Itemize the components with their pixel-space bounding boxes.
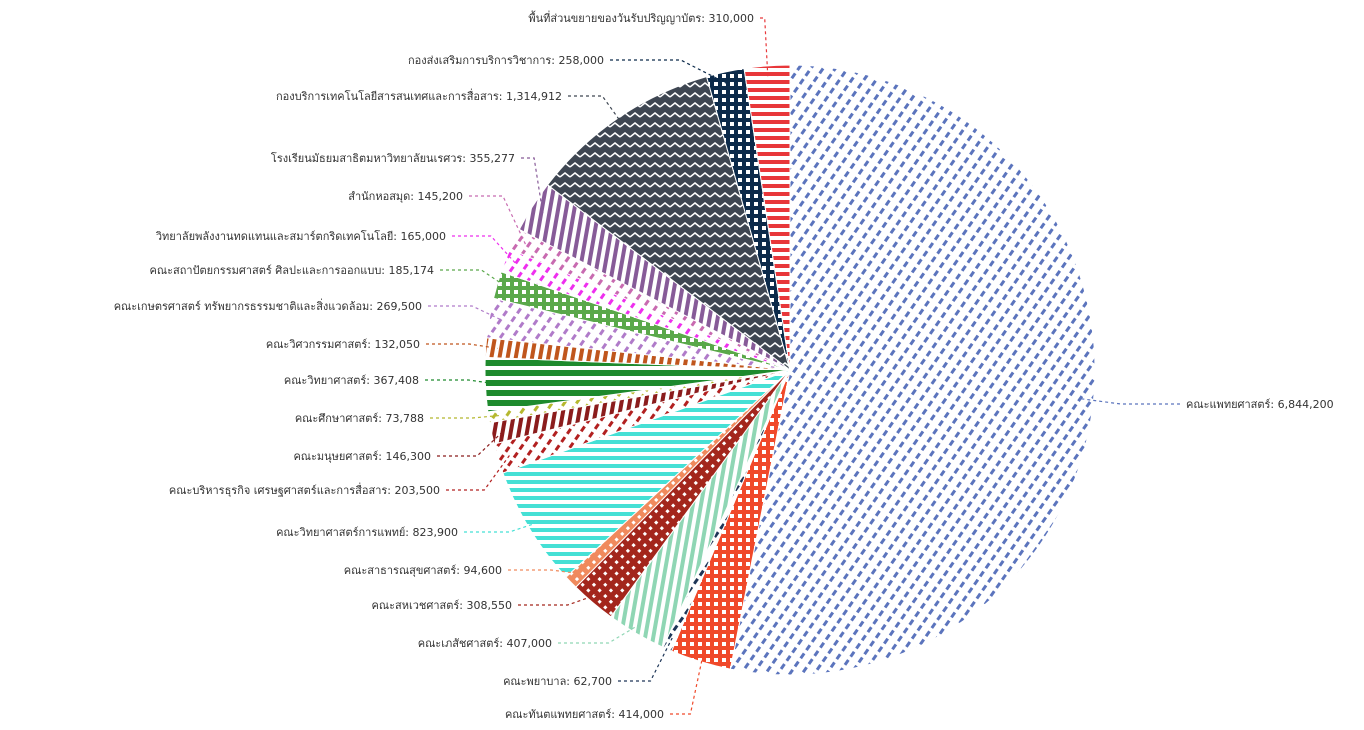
leader-line — [440, 269, 510, 289]
leader-line — [518, 592, 601, 606]
leader-line — [426, 343, 499, 349]
leader-line — [425, 379, 498, 385]
leader-line — [521, 157, 544, 214]
slice-label: คณะบริหารธุรกิจ เศรษฐศาสตร์และการสื่อสาร… — [169, 482, 440, 497]
slice-label: คณะวิทยาศาสตร์: 367,408 — [284, 374, 419, 387]
slice-label: กองส่งเสริมการบริการวิชาการ: 258,000 — [408, 54, 604, 67]
slice-label: วิทยาลัยพลังงานทดแทนและสมาร์ตกริดเทคโนโล… — [155, 229, 446, 243]
leader-line — [464, 521, 540, 533]
slice-labels: คณะแพทยศาสตร์: 6,844,200 คณะทันตแพทยศาสตร… — [114, 10, 1334, 721]
leader-line — [446, 454, 511, 491]
leader-line — [670, 649, 705, 715]
leader-line — [437, 430, 505, 457]
slice-label: คณะพยาบาล: 62,700 — [503, 675, 612, 688]
slice-label: คณะวิศวกรรมศาสตร์: 132,050 — [266, 338, 420, 351]
leader-line — [430, 414, 501, 419]
slice-label: พื้นที่ส่วนขยายของวันรับปริญญาบัตร: 310,… — [528, 10, 754, 25]
slice-label: คณะสาธารณสุขศาสตร์: 94,600 — [344, 564, 502, 577]
leader-line — [618, 637, 673, 682]
slice-label: คณะสถาปัตยกรรมศาสตร์ ศิลปะและการออกแบบ: … — [150, 264, 434, 277]
leader-line — [428, 305, 502, 321]
slice-label: คณะเภสัชศาสตร์: 407,000 — [418, 637, 552, 650]
leader-line — [508, 569, 580, 575]
slice-label: คณะสหเวชศาสตร์: 308,550 — [372, 599, 512, 612]
pie-slices — [484, 64, 1096, 676]
slice-label: คณะวิทยาศาสตร์การแพทย์: 823,900 — [276, 526, 458, 539]
leader-line — [452, 235, 518, 266]
slice-label: สำนักหอสมุด: 145,200 — [348, 190, 463, 203]
slice-label: คณะมนุษยศาสตร์: 146,300 — [293, 450, 431, 463]
leader-line — [558, 622, 643, 644]
slice-label: โรงเรียนมัธยมสาธิตมหาวิทยาลัยนเรศวร: 355… — [271, 151, 515, 165]
slice-label: คณะศึกษาศาสตร์: 73,788 — [295, 412, 424, 425]
leader-line — [1081, 398, 1180, 405]
slice-label: คณะทันตแพทยศาสตร์: 414,000 — [505, 708, 664, 721]
leader-line — [760, 17, 769, 79]
slice-label: คณะแพทยศาสตร์: 6,844,200 — [1186, 398, 1334, 411]
pie-slice — [743, 64, 791, 371]
leader-lines — [425, 17, 1180, 715]
slice-label: กองบริการเทคโนโลยีสารสนเทศและการสื่อสาร:… — [276, 88, 562, 103]
leader-line — [568, 95, 626, 129]
pie-slice — [502, 369, 791, 578]
slice-label: คณะเกษตรศาสตร์ ทรัพยากรธรรมชาติและสิ่งแว… — [114, 298, 422, 313]
